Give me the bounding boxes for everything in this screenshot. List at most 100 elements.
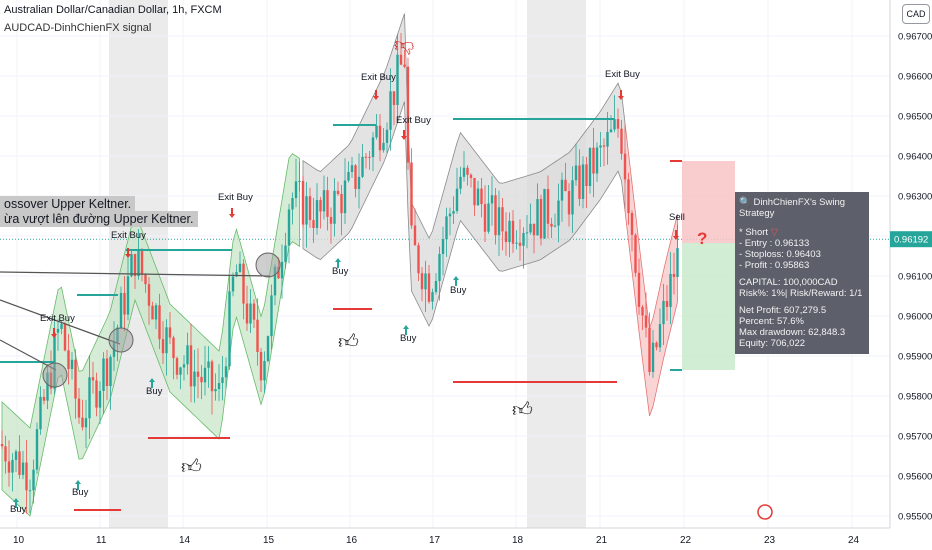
candle-body xyxy=(431,292,434,302)
candle-body xyxy=(224,366,228,378)
question-mark: ? xyxy=(697,229,708,248)
candle-body xyxy=(375,125,378,138)
candle-body xyxy=(399,54,403,65)
buy-arrow-icon xyxy=(13,498,19,508)
candle-body xyxy=(308,196,312,221)
candle-body xyxy=(0,444,4,447)
info-capital: CAPITAL: 100,000CAD xyxy=(739,277,838,288)
candle-body xyxy=(11,459,14,473)
time-axis: 10 11 14 15 16 17 18 21 22 23 24 xyxy=(0,527,890,550)
info-percent: Percent: 57.6% xyxy=(739,316,804,327)
candle-body xyxy=(35,429,39,470)
candle-body xyxy=(676,248,679,277)
candle-body xyxy=(585,164,588,187)
candle-body xyxy=(315,200,319,229)
candle-body xyxy=(357,176,361,189)
candle-body xyxy=(284,245,287,262)
candle-body xyxy=(109,356,112,387)
candle-body xyxy=(438,253,441,281)
candle-body xyxy=(441,239,445,254)
buy-arrow-icon xyxy=(453,276,459,286)
candle-body xyxy=(266,336,270,361)
candle-body xyxy=(140,249,144,275)
candle-body xyxy=(14,451,18,460)
candle-body xyxy=(175,358,179,375)
buy-label: Buy xyxy=(450,285,467,296)
candle-body xyxy=(620,128,623,154)
info-net-profit: Net Profit: 607,279.5 xyxy=(739,305,827,316)
candle-body xyxy=(179,367,182,375)
indicator-name[interactable]: AUDCAD-DinhChienFX signal xyxy=(4,22,152,34)
candle-body xyxy=(336,190,340,194)
candle-body xyxy=(238,263,242,273)
info-side: * Short ▽ xyxy=(739,227,778,238)
candle-body xyxy=(662,300,665,325)
candle-body xyxy=(508,220,511,243)
candle-body xyxy=(91,377,95,381)
candle-body xyxy=(7,461,11,473)
candle-body xyxy=(490,195,494,204)
candle-body xyxy=(329,216,333,224)
candle-body xyxy=(81,417,84,428)
info-title: DinhChienFX's Swing Strategy xyxy=(739,197,846,219)
candle-body xyxy=(368,156,371,158)
candle-body xyxy=(354,165,357,189)
price-tick-label: 0.95500 xyxy=(898,512,932,523)
candle-body xyxy=(95,380,98,408)
signal-levels xyxy=(0,90,773,520)
trend-line xyxy=(0,339,57,371)
candle-body xyxy=(452,211,455,214)
time-tick-label: 21 xyxy=(596,535,608,546)
candle-body xyxy=(42,396,46,401)
stoploss-zone xyxy=(682,161,735,243)
buy-label: Buy xyxy=(10,504,27,515)
currency-badge[interactable]: CAD xyxy=(902,4,930,24)
candle-body xyxy=(88,377,91,419)
candle-body xyxy=(571,180,574,215)
candle-body xyxy=(413,225,417,246)
candle-body xyxy=(221,377,224,384)
buy-arrow-icon xyxy=(335,258,341,268)
candle-body xyxy=(560,179,564,201)
candle-body xyxy=(333,190,336,224)
thumbs-down-icon: 👎︎ xyxy=(394,34,415,56)
candle-body xyxy=(67,350,70,370)
candle-body xyxy=(627,179,630,214)
price-tick-label: 0.96000 xyxy=(898,312,932,323)
candle-body xyxy=(56,328,60,333)
candle-body xyxy=(385,129,389,143)
candle-body xyxy=(480,188,483,205)
price-tick-label: 0.96600 xyxy=(898,72,932,83)
candle-body xyxy=(70,359,74,370)
candle-body xyxy=(137,249,140,277)
candle-body xyxy=(231,276,235,292)
candle-body xyxy=(550,223,553,227)
candle-body xyxy=(18,451,21,475)
candle-body xyxy=(410,162,413,226)
candle-body xyxy=(214,389,217,392)
exit-buy-label: Exit Buy xyxy=(605,69,640,80)
candle-body xyxy=(298,180,301,182)
candle-body xyxy=(130,254,133,277)
candle-body xyxy=(469,174,473,178)
candle-body xyxy=(361,156,364,177)
candle-body xyxy=(546,189,550,224)
exit-arrow-icon xyxy=(125,248,131,258)
candle-body xyxy=(119,292,123,328)
candle-body xyxy=(630,213,634,235)
candle-body xyxy=(567,191,571,215)
candle-body xyxy=(634,234,637,273)
candle-body xyxy=(553,225,557,227)
candle-body xyxy=(144,274,147,285)
candle-body xyxy=(189,345,193,387)
candle-body xyxy=(641,306,644,316)
candle-body xyxy=(25,462,28,491)
strategy-info-panel: 🔍 DinhChienFX's Swing Strategy * Short ▽… xyxy=(735,192,869,354)
time-tick-label: 17 xyxy=(429,535,441,546)
candle-body xyxy=(133,254,137,277)
sell-label: Sell xyxy=(669,212,685,223)
candle-body xyxy=(291,198,294,210)
buy-arrow-icon xyxy=(403,325,409,335)
candle-body xyxy=(581,164,585,199)
